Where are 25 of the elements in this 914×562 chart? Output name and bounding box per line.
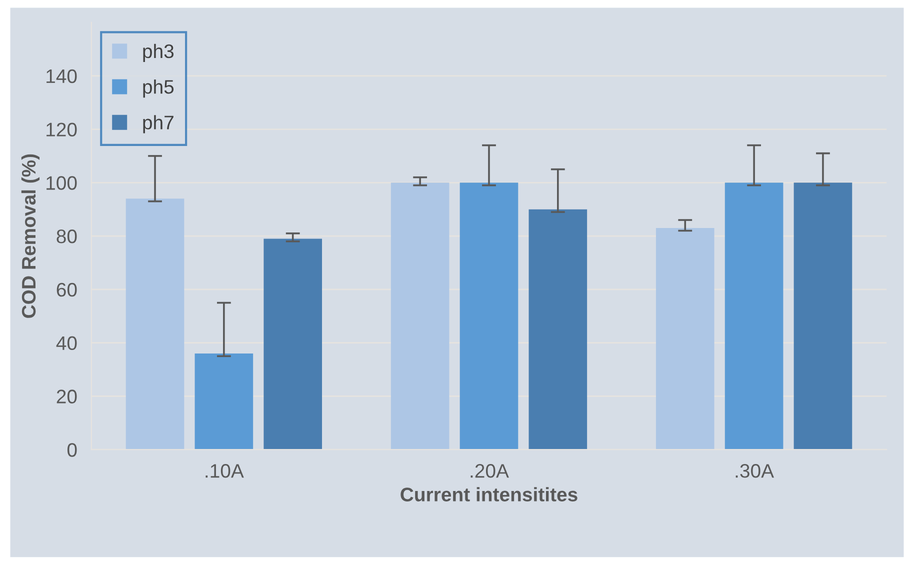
legend-label: ph7: [143, 115, 174, 134]
legend-label: ph3: [143, 44, 174, 62]
bar: [460, 182, 518, 450]
bar: [126, 198, 184, 450]
x-tick-label: .10A: [206, 464, 244, 478]
bar: [724, 182, 784, 450]
bar: [264, 238, 322, 450]
y-tick-label: 20: [56, 390, 77, 404]
legend-label: ph5: [143, 79, 174, 98]
x-axis-title: Current intensitites: [400, 487, 578, 502]
bar: [528, 209, 588, 450]
y-tick-label: 0: [67, 443, 77, 457]
bar: [194, 354, 254, 450]
y-tick-label: 40: [56, 336, 77, 350]
y-tick-label: 60: [56, 282, 77, 297]
y-tick-label: 140: [46, 69, 77, 84]
y-tick-label: 80: [56, 230, 77, 244]
y-axis-title: COD Removal (%): [21, 154, 40, 318]
bar: [656, 228, 714, 450]
bar: [794, 182, 852, 450]
y-tick-label: 100: [46, 176, 77, 190]
bar: [390, 182, 450, 450]
x-tick-label: .30A: [736, 464, 774, 478]
y-tick-label: 120: [46, 122, 77, 136]
x-tick-label: .20A: [470, 464, 509, 478]
